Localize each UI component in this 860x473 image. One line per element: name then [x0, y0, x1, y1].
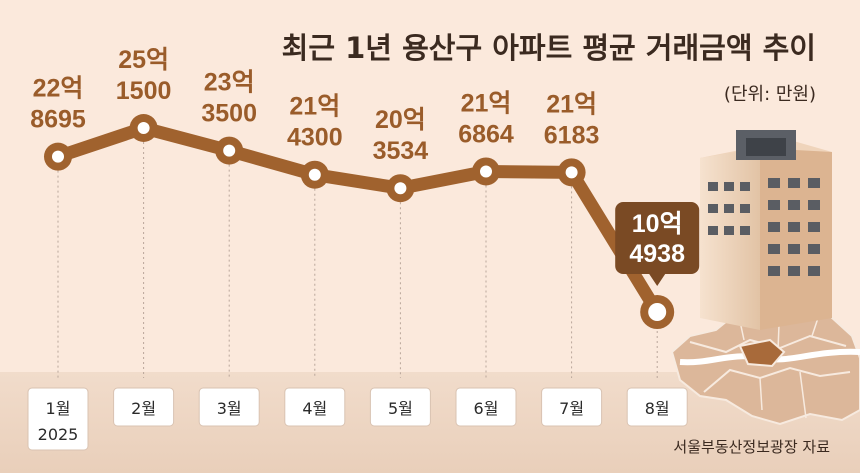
x-tick-box — [284, 387, 346, 427]
data-label-top: 22억 — [33, 75, 84, 103]
x-tick-label: 1월 — [46, 399, 71, 418]
seoul-map-illustration — [670, 296, 860, 426]
yongsan-district-highlight — [738, 338, 786, 368]
data-point-center — [137, 122, 150, 134]
data-label-bottom: 1500 — [116, 77, 172, 105]
data-point-center — [480, 165, 492, 178]
highlight-label-pointer — [649, 274, 666, 286]
data-label-bottom: 3500 — [201, 100, 257, 128]
data-label-bottom: 6864 — [458, 120, 514, 148]
data-label-top: 20억 — [375, 106, 426, 134]
highlight-label-box — [615, 202, 700, 274]
data-point-center — [565, 166, 578, 179]
x-tick-box — [541, 387, 603, 427]
data-label-top: 21억 — [546, 90, 597, 118]
apartment-building-illustration — [700, 130, 832, 330]
source-note: 서울부동산정보광장 자료 — [673, 438, 830, 456]
x-tick-label: 6월 — [474, 399, 499, 418]
data-label-top: 25억 — [118, 46, 169, 74]
data-markers — [44, 114, 675, 329]
x-tick-box — [626, 387, 688, 427]
x-tick-label: 8월 — [645, 399, 670, 418]
data-label-top: 23억 — [204, 69, 255, 97]
data-point-center — [308, 168, 321, 181]
data-label-top: 21억 — [461, 89, 512, 117]
x-tick-label: 5월 — [388, 399, 413, 418]
x-tick-box — [369, 387, 431, 427]
x-tick-box — [113, 387, 175, 427]
chart-title: 최근 1년 용산구 아파트 평균 거래금액 추이 — [282, 31, 816, 65]
x-tick-box — [455, 387, 517, 427]
x-tick-label: 4월 — [302, 399, 327, 418]
price-series — [51, 121, 664, 319]
data-label-top: 10억 — [632, 210, 683, 238]
data-label-bottom: 4938 — [629, 240, 685, 268]
x-tick-box — [198, 387, 260, 427]
unit-note: (단위: 만원) — [724, 84, 816, 105]
data-label-bottom: 4300 — [287, 124, 343, 152]
x-axis: 1월 2025 2월 3월 4월 5월 6월 7월 8월 — [27, 387, 688, 451]
data-label-top: 21억 — [289, 93, 340, 121]
data-label-bottom: 8695 — [30, 106, 86, 134]
data-point-center — [52, 150, 64, 163]
x-tick-label: 3월 — [217, 399, 242, 418]
data-label-bottom: 6183 — [544, 121, 600, 149]
series-line — [51, 121, 664, 319]
x-tick-year-label: 2025 — [38, 425, 79, 444]
data-labels: 22억 8695 25억 1500 23억 3500 21억 4300 20억 3534 21억 68… — [30, 46, 700, 286]
x-tick-label: 2월 — [131, 399, 156, 418]
x-tick-box — [27, 387, 89, 451]
data-label-bottom: 3534 — [373, 137, 429, 165]
data-point-center — [648, 303, 667, 321]
guide-lines — [57, 142, 658, 378]
x-tick-label: 7월 — [559, 399, 584, 418]
data-point-center — [223, 144, 236, 157]
data-point-center — [394, 182, 407, 195]
